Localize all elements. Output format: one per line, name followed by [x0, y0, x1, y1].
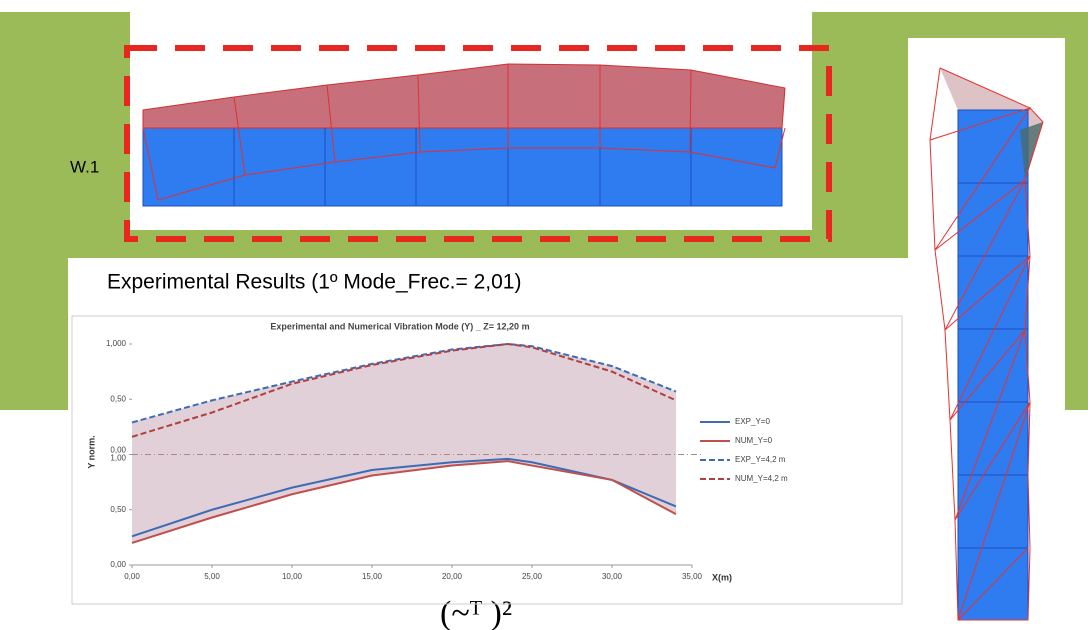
- slide: W.1 Experimental Results (1º Mode_Frec.=…: [0, 0, 1088, 630]
- x-tick-label: 20,00: [442, 572, 463, 581]
- x-tick-label: 25,00: [522, 572, 543, 581]
- page: W.1 Experimental Results (1º Mode_Frec.=…: [0, 0, 1088, 630]
- y-tick-label: 0,00: [110, 446, 126, 455]
- legend-label: EXP_Y=0: [735, 417, 770, 426]
- x-tick-label: 10,00: [282, 572, 303, 581]
- y-tick-label: 1,00: [110, 454, 126, 463]
- formula: (~ᵀ )²: [440, 595, 512, 630]
- chart-title: Experimental and Numerical Vibration Mod…: [270, 321, 529, 331]
- x-tick-label: 0,00: [124, 572, 140, 581]
- y-tick-label: 0,50: [110, 394, 126, 403]
- legend-label: NUM_Y=4,2 m: [735, 474, 788, 483]
- y-tick-label: 1,000: [106, 339, 127, 348]
- x-axis-label: X(m): [712, 572, 732, 582]
- x-tick-label: 35,00: [682, 572, 703, 581]
- x-tick-label: 15,00: [362, 572, 383, 581]
- caption: Experimental Results (1º Mode_Frec.= 2,0…: [107, 271, 521, 294]
- y-tick-label: 0,00: [110, 560, 126, 569]
- legend-label: EXP_Y=4,2 m: [735, 455, 786, 464]
- legend-label: NUM_Y=0: [735, 436, 773, 445]
- wall: [143, 128, 782, 206]
- x-tick-label: 5,00: [204, 572, 220, 581]
- y-axis-label: Y norm.: [86, 435, 96, 468]
- y-tick-label: 0,50: [110, 505, 126, 514]
- x-tick-label: 30,00: [602, 572, 623, 581]
- wall-label: W.1: [70, 157, 99, 176]
